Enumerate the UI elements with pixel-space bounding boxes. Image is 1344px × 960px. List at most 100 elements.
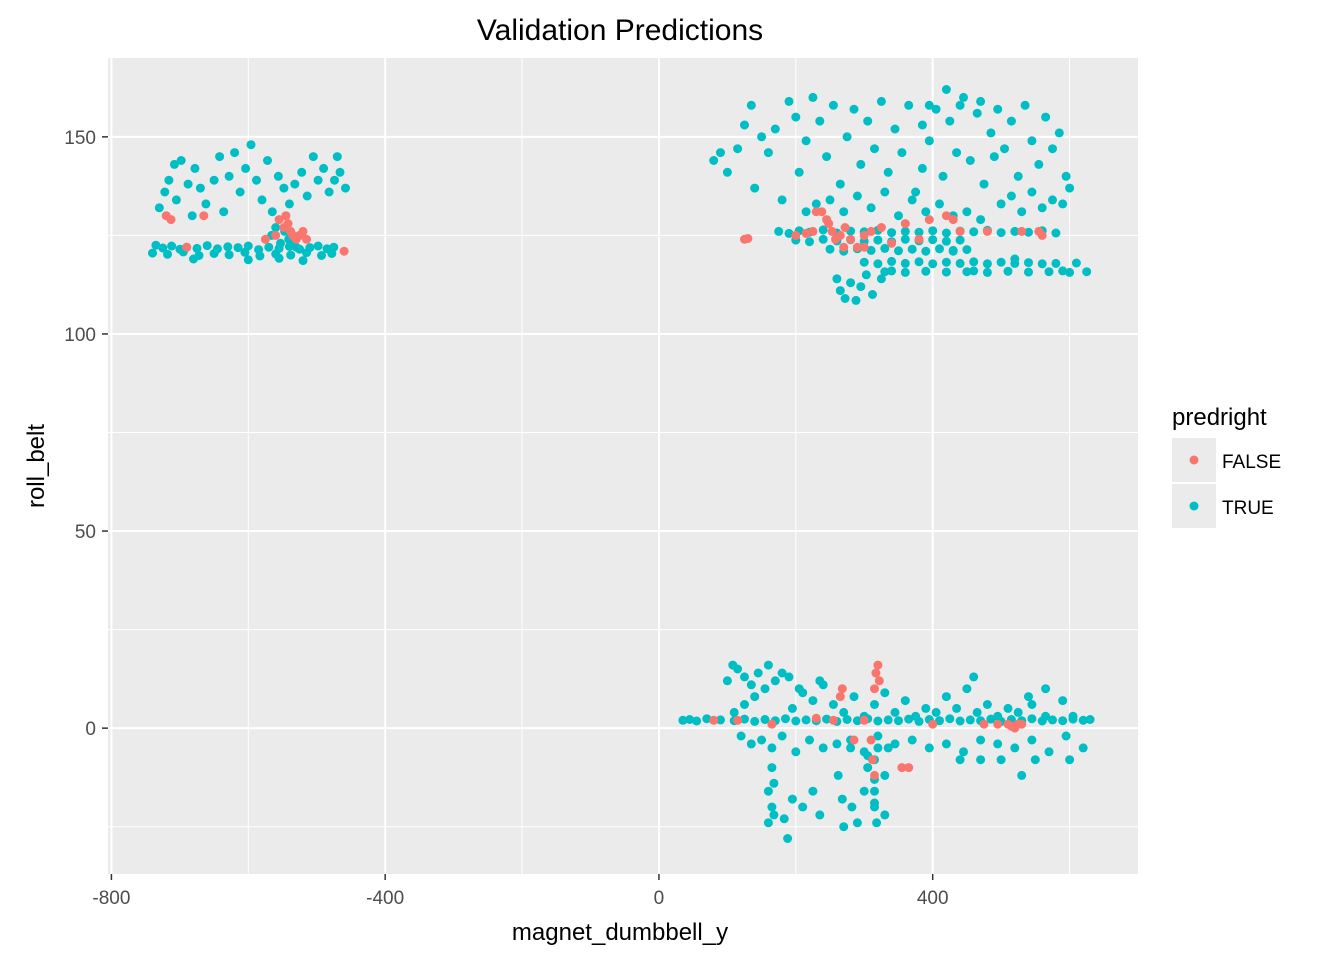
point-true [160, 187, 170, 197]
point-true [962, 267, 972, 277]
point-true [945, 714, 955, 724]
point-true [890, 739, 900, 749]
point-true [183, 179, 193, 189]
point-true [767, 743, 777, 753]
point-false [733, 715, 743, 725]
point-false [840, 223, 850, 232]
point-true [335, 167, 345, 177]
point-true [914, 227, 924, 237]
point-true [1030, 755, 1040, 765]
point-true [859, 786, 869, 796]
point-true [1065, 267, 1075, 277]
point-true [832, 274, 842, 284]
legend-entry-true: TRUE [1172, 484, 1274, 528]
point-true [833, 770, 843, 780]
point-false [166, 215, 176, 225]
point-true [907, 195, 917, 205]
point-true [852, 818, 862, 828]
point-true [215, 152, 225, 162]
point-false [827, 226, 837, 236]
point-false [866, 226, 876, 236]
point-true [986, 714, 996, 724]
point-true [924, 136, 934, 146]
point-true [787, 794, 797, 804]
point-false [274, 215, 284, 225]
point-true [273, 171, 283, 181]
point-true [332, 152, 342, 162]
point-false [868, 755, 877, 765]
point-true [736, 731, 746, 741]
point-true [733, 144, 743, 154]
point-false [873, 660, 883, 670]
point-false [859, 242, 869, 252]
point-true [948, 246, 958, 256]
point-true [870, 786, 879, 796]
point-true [190, 163, 200, 173]
point-true [969, 672, 979, 682]
y-tick-label: 0 [85, 719, 96, 740]
legend-dot-false [1189, 455, 1199, 465]
point-true [757, 735, 767, 745]
point-true [840, 294, 850, 303]
point-true [276, 238, 285, 248]
point-true [1051, 258, 1061, 268]
point-true [1061, 171, 1071, 181]
point-true [828, 700, 838, 709]
y-tick-label: 100 [64, 325, 96, 346]
point-true [740, 700, 749, 709]
point-true [313, 175, 323, 185]
legend-dot-true [1189, 501, 1199, 511]
point-true [962, 245, 972, 255]
point-true [1061, 731, 1071, 741]
point-true [842, 132, 852, 142]
point-true [324, 187, 334, 197]
point-true [880, 243, 890, 253]
point-true [202, 241, 212, 251]
point-true [154, 203, 164, 213]
point-false [955, 226, 965, 236]
point-true [1006, 116, 1016, 126]
point-true [252, 175, 261, 185]
point-true [298, 256, 308, 266]
point-true [1065, 755, 1075, 765]
point-false [914, 234, 924, 244]
point-true [757, 132, 767, 142]
point-false [828, 715, 838, 725]
point-true [890, 707, 900, 717]
point-true [308, 152, 318, 162]
point-true [900, 267, 910, 277]
point-false [948, 215, 958, 225]
point-true [784, 228, 794, 238]
point-true [148, 248, 157, 258]
point-true [319, 163, 329, 173]
point-true [907, 735, 917, 745]
point-true [176, 156, 186, 165]
point-true [763, 818, 773, 828]
chart-title: Validation Predictions [477, 14, 763, 47]
y-tick-label: 50 [75, 522, 96, 543]
point-true [223, 242, 233, 252]
point-true [733, 664, 743, 674]
point-false [1017, 719, 1027, 729]
point-true [835, 179, 845, 189]
point-true [192, 243, 202, 253]
point-false [260, 234, 270, 244]
point-true [972, 108, 982, 118]
point-true [224, 171, 234, 181]
data-points [148, 85, 1095, 843]
point-true [746, 100, 756, 110]
point-true [965, 715, 975, 725]
point-false [298, 226, 308, 236]
point-true [935, 244, 944, 254]
x-axis-title: magnet_dumbbell_y [512, 919, 728, 946]
point-true [839, 707, 849, 717]
point-true [887, 266, 897, 276]
point-true [317, 251, 326, 260]
x-tick-label: -800 [92, 888, 130, 909]
point-false [870, 684, 879, 694]
point-true [880, 688, 890, 698]
point-false [846, 234, 856, 244]
point-true [839, 822, 849, 832]
point-false [835, 230, 845, 240]
point-true [863, 763, 873, 773]
